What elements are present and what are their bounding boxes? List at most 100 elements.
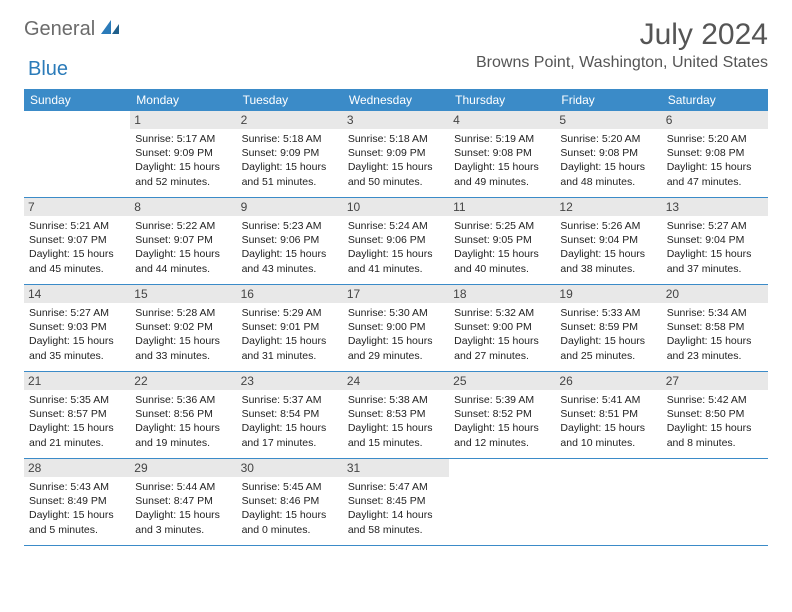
- day-cell: 11Sunrise: 5:25 AMSunset: 9:05 PMDayligh…: [449, 198, 555, 284]
- day-cell: 31 Sunrise: 5:47 AMSunset: 8:45 PMDayligh…: [343, 459, 449, 545]
- day-cell: 22 Sunrise: 5:36 AMSunset: 8:56 PMDayligh…: [130, 372, 236, 458]
- day-cell: 16 Sunrise: 5:29 AMSunset: 9:01 PMDayligh…: [237, 285, 343, 371]
- day-detail: Sunrise: 5:19 AMSunset: 9:08 PMDaylight:…: [454, 132, 550, 189]
- day-cell: 1Sunrise: 5:17 AMSunset: 9:09 PMDaylight…: [130, 111, 236, 197]
- day-detail: Sunrise: 5:20 AMSunset: 9:08 PMDaylight:…: [667, 132, 763, 189]
- day-detail: Sunrise: 5:44 AMSunset: 8:47 PMDaylight:…: [135, 480, 231, 537]
- day-detail: Sunrise: 5:38 AMSunset: 8:53 PMDaylight:…: [348, 393, 444, 450]
- day-cell: .: [555, 459, 661, 545]
- day-number: 5: [555, 111, 661, 129]
- day-number: 18: [449, 285, 555, 303]
- day-header-row: SundayMondayTuesdayWednesdayThursdayFrid…: [24, 89, 768, 111]
- day-number: 15: [130, 285, 236, 303]
- day-number: .: [24, 111, 130, 129]
- day-detail: Sunrise: 5:36 AMSunset: 8:56 PMDaylight:…: [135, 393, 231, 450]
- day-cell: .: [662, 459, 768, 545]
- day-number: 12: [555, 198, 661, 216]
- day-detail: Sunrise: 5:20 AMSunset: 9:08 PMDaylight:…: [560, 132, 656, 189]
- day-cell: 13 Sunrise: 5:27 AMSunset: 9:04 PMDayligh…: [662, 198, 768, 284]
- day-cell: .: [449, 459, 555, 545]
- day-number: .: [449, 459, 555, 477]
- day-number: 22: [130, 372, 236, 390]
- day-cell: 3Sunrise: 5:18 AMSunset: 9:09 PMDaylight…: [343, 111, 449, 197]
- day-number: 25: [449, 372, 555, 390]
- day-number: 24: [343, 372, 449, 390]
- day-cell: 17 Sunrise: 5:30 AMSunset: 9:00 PMDayligh…: [343, 285, 449, 371]
- day-cell: 25 Sunrise: 5:39 AMSunset: 8:52 PMDayligh…: [449, 372, 555, 458]
- day-cell: 14Sunrise: 5:27 AMSunset: 9:03 PMDayligh…: [24, 285, 130, 371]
- day-detail: Sunrise: 5:28 AMSunset: 9:02 PMDaylight:…: [135, 306, 231, 363]
- week-row: 7 Sunrise: 5:21 AMSunset: 9:07 PMDaylight…: [24, 198, 768, 285]
- day-number: .: [662, 459, 768, 477]
- day-number: 17: [343, 285, 449, 303]
- day-header-cell: Sunday: [24, 89, 130, 111]
- day-detail: Sunrise: 5:29 AMSunset: 9:01 PMDaylight:…: [242, 306, 338, 363]
- week-row: 28 Sunrise: 5:43 AMSunset: 8:49 PMDayligh…: [24, 459, 768, 546]
- day-number: 9: [237, 198, 343, 216]
- day-detail: Sunrise: 5:43 AMSunset: 8:49 PMDaylight:…: [29, 480, 125, 537]
- day-cell: 29 Sunrise: 5:44 AMSunset: 8:47 PMDayligh…: [130, 459, 236, 545]
- day-detail: Sunrise: 5:23 AMSunset: 9:06 PMDaylight:…: [242, 219, 338, 276]
- day-detail: Sunrise: 5:30 AMSunset: 9:00 PMDaylight:…: [348, 306, 444, 363]
- day-detail: Sunrise: 5:26 AMSunset: 9:04 PMDaylight:…: [560, 219, 656, 276]
- day-number: .: [555, 459, 661, 477]
- day-number: 4: [449, 111, 555, 129]
- day-number: 6: [662, 111, 768, 129]
- day-number: 31: [343, 459, 449, 477]
- week-row: 21Sunrise: 5:35 AMSunset: 8:57 PMDayligh…: [24, 372, 768, 459]
- day-cell: 4 Sunrise: 5:19 AMSunset: 9:08 PMDaylight…: [449, 111, 555, 197]
- day-header-cell: Friday: [555, 89, 661, 111]
- day-detail: Sunrise: 5:42 AMSunset: 8:50 PMDaylight:…: [667, 393, 763, 450]
- weeks-container: .1Sunrise: 5:17 AMSunset: 9:09 PMDayligh…: [24, 111, 768, 546]
- day-number: 13: [662, 198, 768, 216]
- day-number: 20: [662, 285, 768, 303]
- day-number: 26: [555, 372, 661, 390]
- day-cell: 18 Sunrise: 5:32 AMSunset: 9:00 PMDayligh…: [449, 285, 555, 371]
- day-detail: Sunrise: 5:45 AMSunset: 8:46 PMDaylight:…: [242, 480, 338, 537]
- day-number: 28: [24, 459, 130, 477]
- day-cell: 23Sunrise: 5:37 AMSunset: 8:54 PMDayligh…: [237, 372, 343, 458]
- day-detail: Sunrise: 5:34 AMSunset: 8:58 PMDaylight:…: [667, 306, 763, 363]
- day-number: 2: [237, 111, 343, 129]
- day-cell: 7 Sunrise: 5:21 AMSunset: 9:07 PMDaylight…: [24, 198, 130, 284]
- day-cell: 15 Sunrise: 5:28 AMSunset: 9:02 PMDayligh…: [130, 285, 236, 371]
- day-detail: Sunrise: 5:39 AMSunset: 8:52 PMDaylight:…: [454, 393, 550, 450]
- day-detail: Sunrise: 5:21 AMSunset: 9:07 PMDaylight:…: [29, 219, 125, 276]
- day-header-cell: Tuesday: [237, 89, 343, 111]
- day-detail: Sunrise: 5:35 AMSunset: 8:57 PMDaylight:…: [29, 393, 125, 450]
- day-cell: 8 Sunrise: 5:22 AMSunset: 9:07 PMDaylight…: [130, 198, 236, 284]
- day-cell: 30 Sunrise: 5:45 AMSunset: 8:46 PMDayligh…: [237, 459, 343, 545]
- day-detail: Sunrise: 5:32 AMSunset: 9:00 PMDaylight:…: [454, 306, 550, 363]
- location: Browns Point, Washington, United States: [476, 54, 768, 72]
- day-number: 7: [24, 198, 130, 216]
- day-detail: Sunrise: 5:22 AMSunset: 9:07 PMDaylight:…: [135, 219, 231, 276]
- day-detail: Sunrise: 5:47 AMSunset: 8:45 PMDaylight:…: [348, 480, 444, 537]
- day-number: 30: [237, 459, 343, 477]
- month-title: July 2024: [476, 18, 768, 52]
- day-detail: Sunrise: 5:24 AMSunset: 9:06 PMDaylight:…: [348, 219, 444, 276]
- title-block: July 2024 Browns Point, Washington, Unit…: [476, 18, 768, 72]
- day-number: 8: [130, 198, 236, 216]
- week-row: 14Sunrise: 5:27 AMSunset: 9:03 PMDayligh…: [24, 285, 768, 372]
- day-detail: Sunrise: 5:18 AMSunset: 9:09 PMDaylight:…: [242, 132, 338, 189]
- logo-text-general: General: [24, 18, 95, 41]
- day-cell: 24 Sunrise: 5:38 AMSunset: 8:53 PMDayligh…: [343, 372, 449, 458]
- day-header-cell: Monday: [130, 89, 236, 111]
- calendar: SundayMondayTuesdayWednesdayThursdayFrid…: [24, 89, 768, 546]
- day-number: 29: [130, 459, 236, 477]
- day-cell: 19Sunrise: 5:33 AMSunset: 8:59 PMDayligh…: [555, 285, 661, 371]
- day-detail: Sunrise: 5:17 AMSunset: 9:09 PMDaylight:…: [135, 132, 231, 189]
- day-detail: Sunrise: 5:27 AMSunset: 9:04 PMDaylight:…: [667, 219, 763, 276]
- day-number: 3: [343, 111, 449, 129]
- day-cell: 5 Sunrise: 5:20 AMSunset: 9:08 PMDaylight…: [555, 111, 661, 197]
- day-detail: Sunrise: 5:25 AMSunset: 9:05 PMDaylight:…: [454, 219, 550, 276]
- day-cell: 26Sunrise: 5:41 AMSunset: 8:51 PMDayligh…: [555, 372, 661, 458]
- day-cell: 6 Sunrise: 5:20 AMSunset: 9:08 PMDaylight…: [662, 111, 768, 197]
- day-cell: .: [24, 111, 130, 197]
- day-header-cell: Thursday: [449, 89, 555, 111]
- day-header-cell: Wednesday: [343, 89, 449, 111]
- day-detail: Sunrise: 5:37 AMSunset: 8:54 PMDaylight:…: [242, 393, 338, 450]
- day-number: 27: [662, 372, 768, 390]
- day-cell: 10Sunrise: 5:24 AMSunset: 9:06 PMDayligh…: [343, 198, 449, 284]
- day-number: 16: [237, 285, 343, 303]
